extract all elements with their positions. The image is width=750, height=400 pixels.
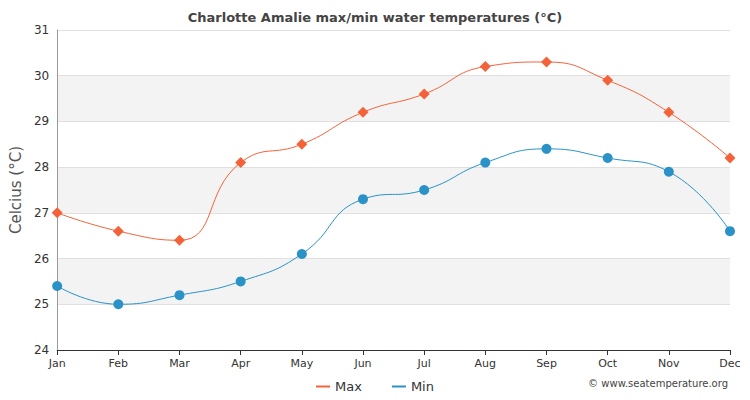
svg-text:May: May bbox=[290, 357, 313, 370]
svg-text:Sep: Sep bbox=[536, 357, 557, 370]
svg-text:29: 29 bbox=[34, 114, 49, 128]
svg-text:Feb: Feb bbox=[109, 357, 128, 370]
svg-text:26: 26 bbox=[34, 252, 49, 266]
svg-text:Jun: Jun bbox=[353, 357, 371, 370]
svg-text:31: 31 bbox=[34, 23, 49, 37]
svg-text:Charlotte Amalie max/min water: Charlotte Amalie max/min water temperatu… bbox=[188, 10, 563, 25]
svg-text:Aug: Aug bbox=[475, 357, 496, 370]
svg-text:© www.seatemperature.org: © www.seatemperature.org bbox=[588, 378, 728, 389]
svg-text:Jul: Jul bbox=[417, 357, 431, 370]
svg-text:24: 24 bbox=[34, 343, 49, 357]
svg-text:30: 30 bbox=[34, 69, 49, 83]
svg-text:Jan: Jan bbox=[48, 357, 66, 370]
svg-text:Oct: Oct bbox=[598, 357, 618, 370]
svg-text:Celcius (°C): Celcius (°C) bbox=[7, 146, 25, 234]
svg-text:Nov: Nov bbox=[658, 357, 680, 370]
svg-text:27: 27 bbox=[34, 206, 49, 220]
svg-text:Max: Max bbox=[335, 379, 362, 394]
svg-text:Min: Min bbox=[411, 379, 434, 394]
svg-text:25: 25 bbox=[34, 297, 49, 311]
svg-text:Apr: Apr bbox=[231, 357, 251, 370]
svg-text:Dec: Dec bbox=[719, 357, 740, 370]
svg-text:Mar: Mar bbox=[169, 357, 190, 370]
svg-text:28: 28 bbox=[34, 160, 49, 174]
